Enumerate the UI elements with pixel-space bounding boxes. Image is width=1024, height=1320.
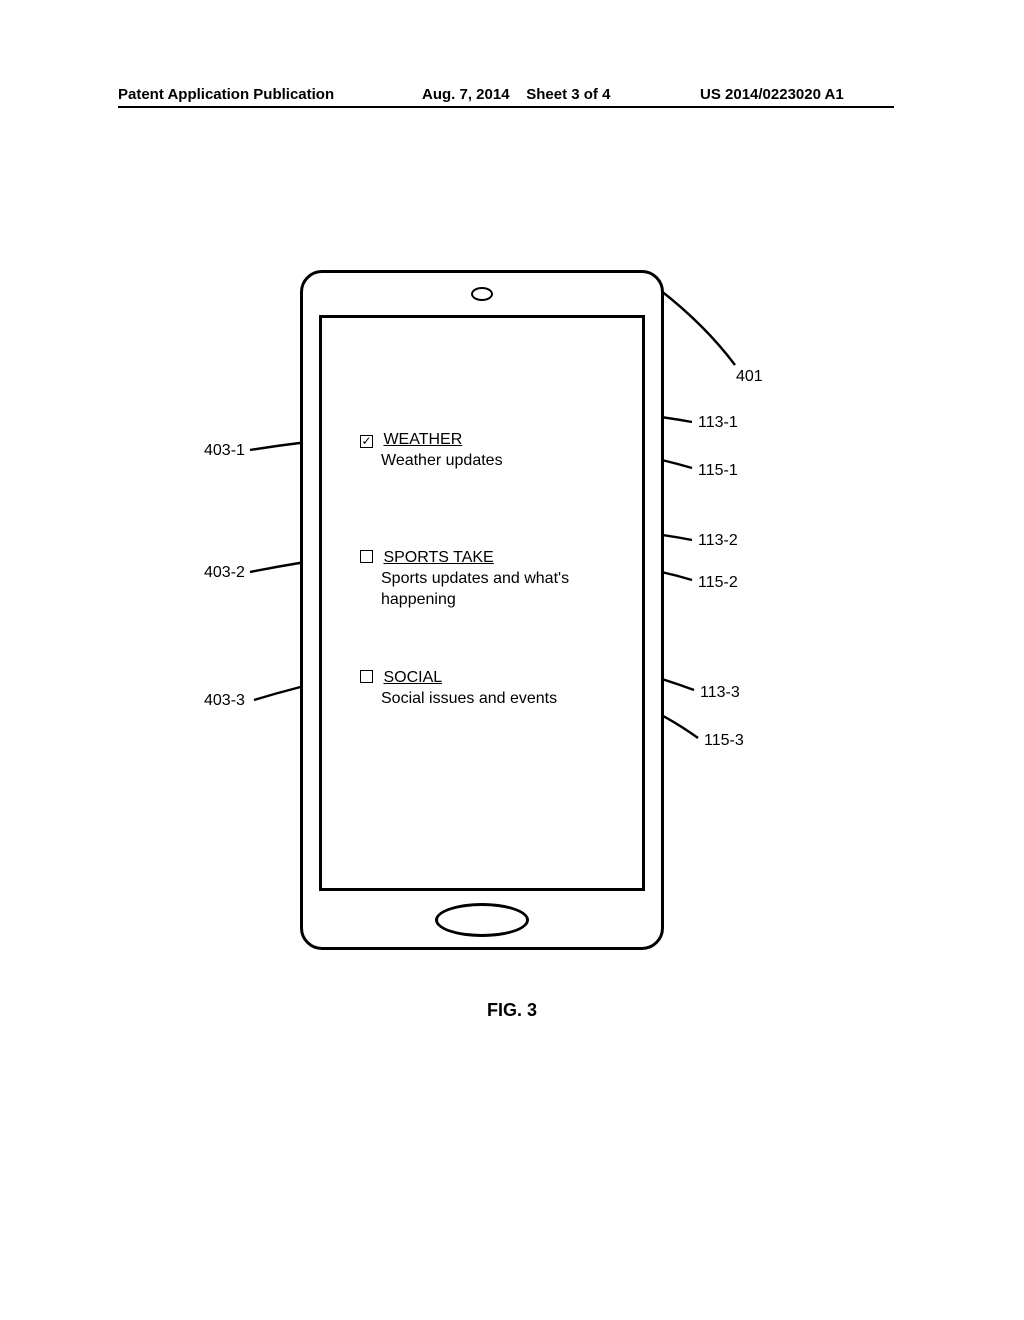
header-mid: Aug. 7, 2014 Sheet 3 of 4	[422, 86, 610, 103]
item-title[interactable]: WEATHER	[383, 431, 462, 448]
item-desc: Social issues and events	[360, 689, 610, 710]
device-screen: ✓ WEATHER Weather updates SPORTS TAKE Sp…	[319, 315, 645, 891]
ref-label: 403-1	[204, 442, 245, 460]
header-pubnum: US 2014/0223020 A1	[700, 86, 844, 103]
checkbox-icon[interactable]: ✓	[360, 435, 373, 448]
list-item: SOCIAL Social issues and events	[360, 668, 610, 710]
header-publication: Patent Application Publication	[118, 86, 334, 103]
figure-caption: FIG. 3	[0, 1000, 1024, 1021]
header-date: Aug. 7, 2014	[422, 86, 510, 103]
header-sheet: Sheet 3 of 4	[526, 86, 610, 103]
ref-label: 403-2	[204, 564, 245, 582]
ref-label: 403-3	[204, 692, 245, 710]
checkbox-icon[interactable]	[360, 670, 373, 683]
ref-label: 401	[736, 368, 763, 386]
ref-label: 115-3	[704, 732, 744, 750]
list-item: SPORTS TAKE Sports updates and what's ha…	[360, 548, 610, 610]
list-item: ✓ WEATHER Weather updates	[360, 430, 610, 472]
home-button[interactable]	[435, 903, 529, 937]
ref-label: 113-2	[698, 532, 738, 550]
ref-label: 113-1	[698, 414, 738, 432]
item-desc: Weather updates	[360, 451, 610, 472]
item-desc: Sports updates and what's happening	[360, 569, 610, 611]
header-rule	[118, 106, 894, 108]
checkbox-icon[interactable]	[360, 550, 373, 563]
item-title[interactable]: SOCIAL	[383, 669, 442, 686]
ref-label: 113-3	[700, 684, 740, 702]
figure-3: ✓ WEATHER Weather updates SPORTS TAKE Sp…	[0, 270, 1024, 1030]
item-title[interactable]: SPORTS TAKE	[383, 549, 493, 566]
ref-label: 115-1	[698, 462, 738, 480]
speaker-icon	[471, 287, 493, 301]
ref-label: 115-2	[698, 574, 738, 592]
device-phone: ✓ WEATHER Weather updates SPORTS TAKE Sp…	[300, 270, 664, 950]
